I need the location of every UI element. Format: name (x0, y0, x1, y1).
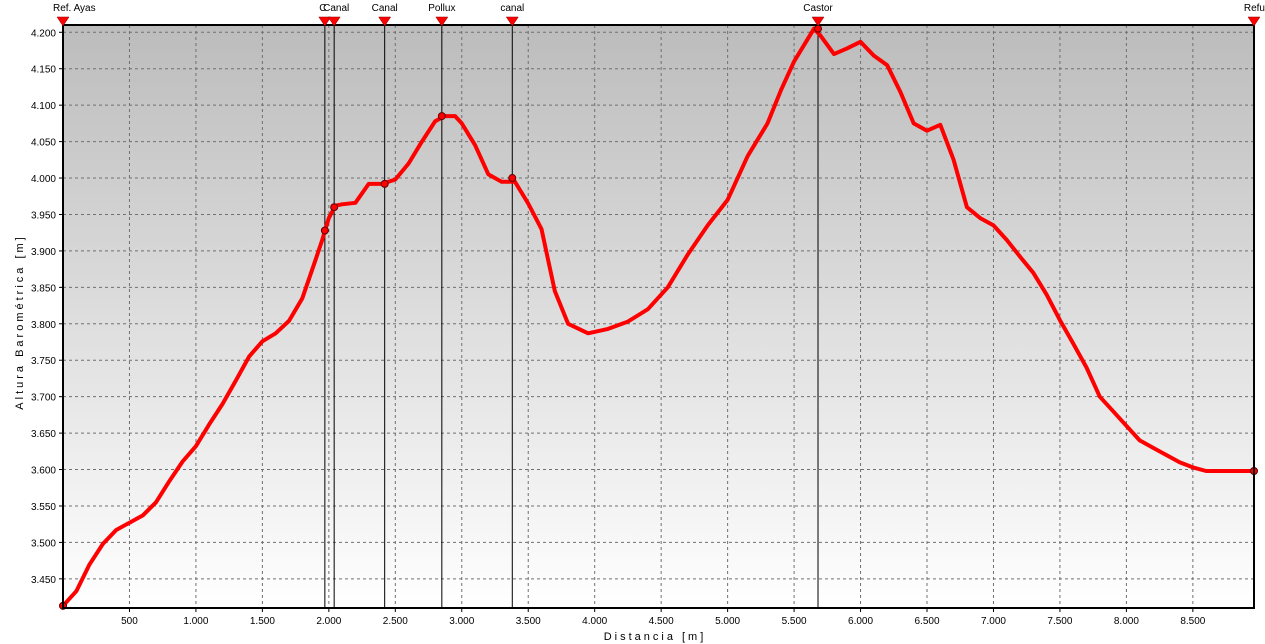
x-tick-label: 5.000 (715, 616, 740, 627)
grid (63, 25, 1254, 608)
x-tick-label: 7.500 (1047, 616, 1072, 627)
x-tick-label: 4.000 (582, 616, 607, 627)
waypoint-flag (505, 16, 519, 27)
waypoint-label: Castor (803, 3, 833, 14)
y-axis-ticks: 3.450 3.500 3.550 3.600 3.650 3.700 3.750 3.800… (31, 28, 63, 586)
elevation-line (61, 26, 1256, 608)
waypoint-marker (320, 226, 329, 235)
waypoint-marker (330, 203, 339, 212)
waypoint-flag (327, 16, 341, 27)
waypoint-label: Refu (1244, 3, 1265, 14)
y-tick-label: 3.650 (31, 429, 56, 440)
y-tick-label: 3.450 (31, 575, 56, 586)
y-tick-label: 4.100 (31, 101, 56, 112)
x-tick-label: 5.500 (782, 616, 807, 627)
x-tick-label: 8.500 (1180, 616, 1205, 627)
series-layer (61, 26, 1256, 608)
x-tick-label: 3.000 (449, 616, 474, 627)
waypoint-marker (437, 112, 446, 121)
waypoint-label: Canal (372, 3, 398, 14)
y-tick-label: 3.700 (31, 393, 56, 404)
waypoint-label: C (319, 3, 326, 14)
waypoint-flag (56, 16, 70, 27)
x-tick-label: 8.000 (1114, 616, 1139, 627)
waypoint-flag (1247, 16, 1261, 27)
y-tick-label: 3.900 (31, 247, 56, 258)
y-tick-label: 4.200 (31, 28, 56, 39)
x-tick-label: 2.500 (383, 616, 408, 627)
y-tick-label: 4.000 (31, 174, 56, 185)
y-tick-label: 3.950 (31, 210, 56, 221)
waypoint-label: Canal (323, 3, 349, 14)
waypoint-flag (318, 16, 332, 27)
y-tick-label: 3.800 (31, 320, 56, 331)
x-tick-label: 6.000 (848, 616, 873, 627)
waypoint-marker (380, 179, 389, 188)
x-tick-label: 4.500 (649, 616, 674, 627)
x-tick-label: 500 (121, 616, 138, 627)
x-tick-label: 1.000 (183, 616, 208, 627)
plot-frame (62, 24, 1255, 609)
y-tick-label: 3.850 (31, 283, 56, 294)
x-tick-label: 6.500 (914, 616, 939, 627)
waypoint-label: Ref. Ayas (53, 3, 96, 14)
y-tick-label: 3.600 (31, 466, 56, 477)
y-tick-label: 4.050 (31, 138, 56, 149)
waypoint-flag (378, 16, 392, 27)
waypoint-flag (811, 16, 825, 27)
waypoint-marker (508, 174, 517, 183)
y-tick-label: 3.500 (31, 538, 56, 549)
x-axis-ticks: 500 1.000 1.500 2.000 2.500 3.000 3.500 4.000 4.… (121, 608, 1206, 627)
x-tick-label: 2.000 (316, 616, 341, 627)
x-tick-label: 1.500 (250, 616, 275, 627)
x-axis-label: Distancia [m] (604, 631, 707, 643)
waypoint-label: Pollux (428, 3, 455, 14)
y-tick-label: 3.550 (31, 502, 56, 513)
plot-background (63, 25, 1254, 608)
y-tick-label: 4.150 (31, 65, 56, 76)
waypoint-flag (435, 16, 449, 27)
waypoint-lines (324, 25, 819, 608)
y-axis-label: Altura Barométrica [m] (14, 234, 26, 409)
x-tick-label: 7.000 (981, 616, 1006, 627)
x-tick-label: 3.500 (516, 616, 541, 627)
y-tick-label: 3.750 (31, 356, 56, 367)
waypoint-label: canal (500, 3, 524, 14)
